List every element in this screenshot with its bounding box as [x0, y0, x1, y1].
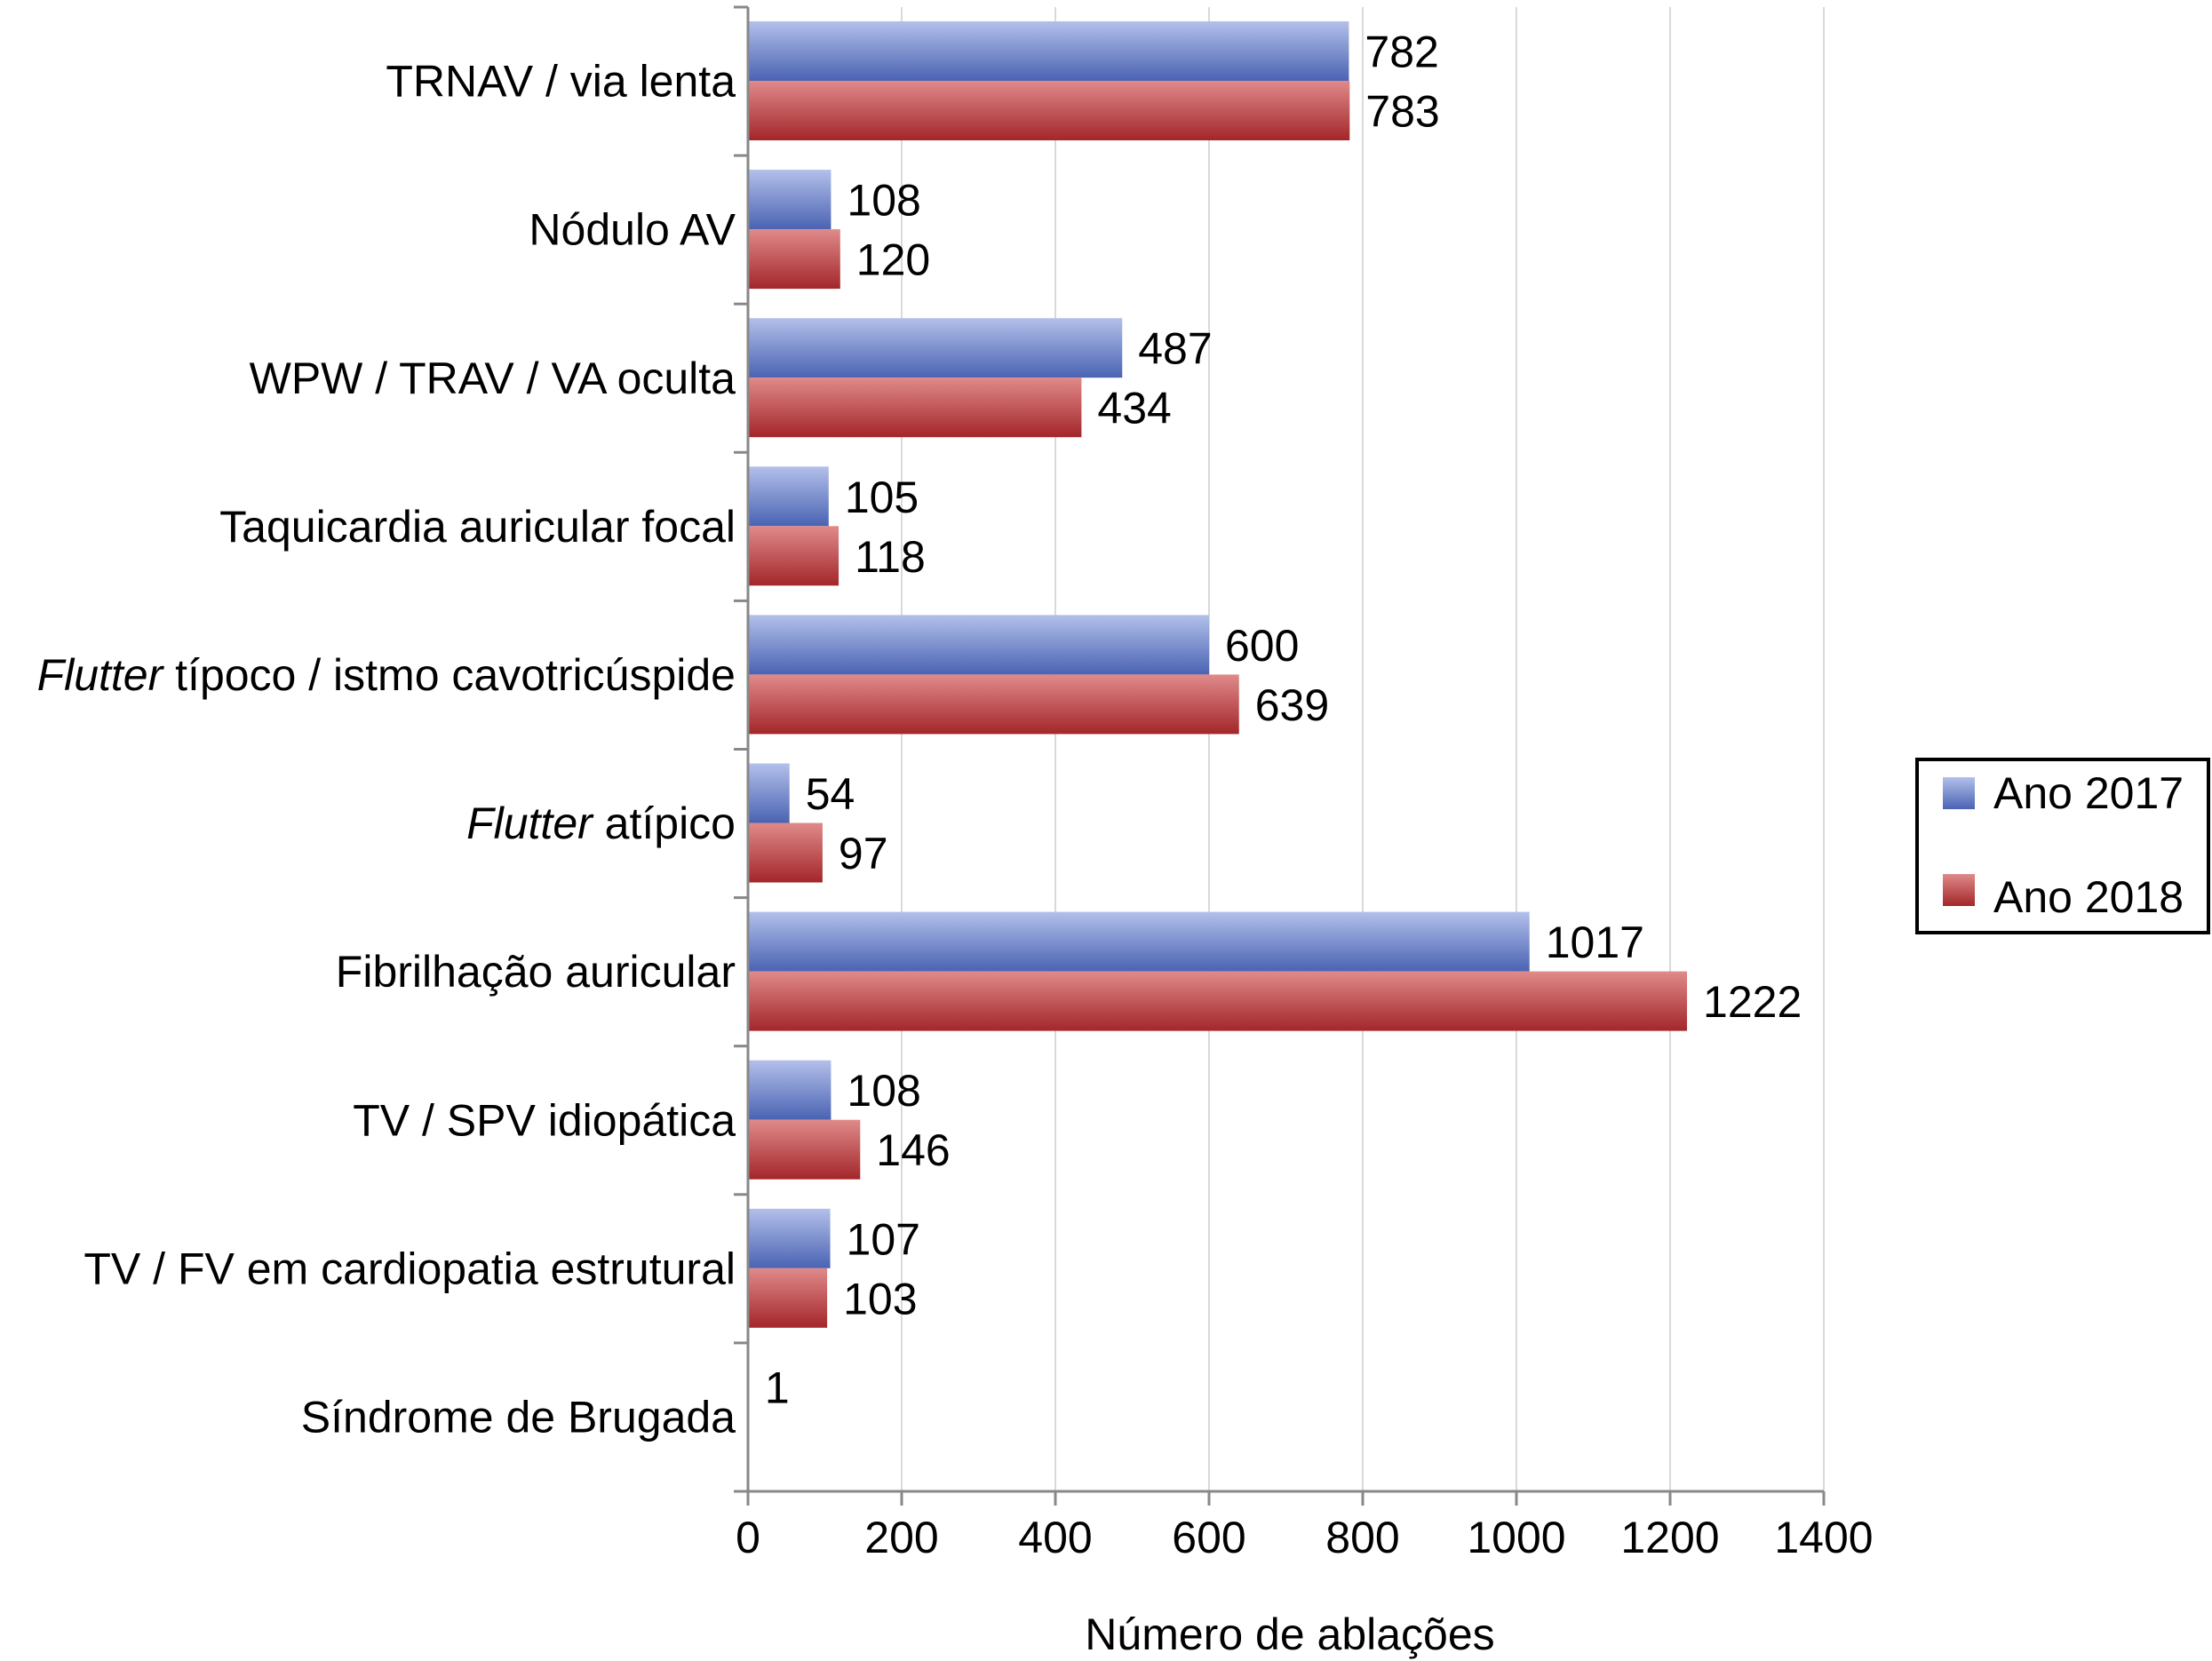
data-label: 54 — [806, 769, 855, 819]
category-label-text: típoco / istmo cavotricúspide — [163, 650, 736, 700]
bar-ano-2017 — [748, 615, 1209, 675]
category-label-text: TV / SPV idiopática — [353, 1095, 736, 1145]
x-tick-label: 200 — [864, 1513, 938, 1562]
category-label: Flutter típoco / istmo cavotricúspide — [37, 650, 736, 700]
category-label-text: Nódulo AV — [529, 205, 736, 255]
bar-ano-2017 — [748, 763, 790, 823]
legend-swatch-2017 — [1943, 777, 1975, 809]
legend-swatch-2018 — [1943, 874, 1975, 906]
data-label: 783 — [1365, 87, 1439, 137]
bar-ano-2017 — [748, 21, 1349, 81]
data-label: 434 — [1097, 384, 1171, 433]
category-label-text: TV / FV em cardiopatia estrutural — [84, 1244, 736, 1293]
data-label: 108 — [847, 1066, 920, 1116]
data-label: 108 — [847, 176, 920, 226]
data-label: 105 — [845, 473, 919, 522]
x-tick-label: 800 — [1325, 1513, 1399, 1562]
category-label-italic: Flutter — [466, 799, 594, 848]
axes: 0 200 400 600 800 1000 1200 1400 — [734, 5, 1874, 1562]
data-label: 120 — [856, 235, 930, 285]
category-label-text: Taquicardia auricular focal — [219, 502, 736, 552]
category-label-text: Síndrome de Brugada — [301, 1392, 736, 1442]
category-label-text: WPW / TRAV / VA oculta — [250, 354, 736, 403]
legend-label-2017: Ano 2017 — [1993, 768, 2184, 818]
bar-ano-2017 — [748, 466, 829, 527]
bar-ano-2018 — [748, 823, 823, 883]
category-label: Nódulo AV — [529, 205, 736, 255]
data-label: 107 — [847, 1214, 920, 1264]
x-tick-label: 1200 — [1620, 1513, 1719, 1562]
bar-ano-2017 — [748, 170, 831, 230]
x-tick-label: 1400 — [1774, 1513, 1873, 1562]
category-label: Fibrilhação auricular — [336, 947, 736, 997]
data-label: 97 — [839, 829, 888, 878]
bar-ano-2018 — [748, 378, 1082, 438]
x-axis-title: Número de ablações — [1085, 1609, 1494, 1659]
legend-label-2018: Ano 2018 — [1993, 872, 2184, 922]
bar-ano-2018 — [748, 229, 840, 290]
bar-ano-2018 — [748, 674, 1239, 735]
labels: TRNAV / via lenta 782 783 Nódulo AV 108 120 WP… — [37, 28, 1802, 1442]
category-label: Síndrome de Brugada — [301, 1392, 736, 1442]
bar-ano-2017 — [748, 318, 1123, 378]
bar-ano-2018 — [748, 526, 839, 586]
data-label: 118 — [855, 532, 926, 582]
bar-ano-2018 — [748, 1119, 861, 1180]
data-label: 1222 — [1703, 977, 1802, 1027]
x-tick-label: 600 — [1172, 1513, 1245, 1562]
bars — [748, 21, 1688, 1417]
category-label: Taquicardia auricular focal — [219, 502, 736, 552]
data-label: 103 — [843, 1274, 917, 1323]
bar-ano-2017 — [748, 1060, 831, 1120]
category-label-text: Fibrilhação auricular — [336, 947, 736, 997]
x-tick-label: 400 — [1018, 1513, 1092, 1562]
data-label: 146 — [876, 1125, 950, 1175]
category-label: TRNAV / via lenta — [386, 57, 736, 107]
category-label: TV / FV em cardiopatia estrutural — [84, 1244, 736, 1293]
category-label: TV / SPV idiopática — [353, 1095, 736, 1145]
category-label-text: atípico — [593, 799, 736, 848]
data-label: 1 — [765, 1363, 790, 1412]
bar-ano-2018 — [748, 81, 1350, 140]
category-label: Flutter atípico — [466, 799, 736, 848]
data-label: 487 — [1138, 324, 1212, 374]
data-label: 1017 — [1546, 918, 1644, 967]
data-label: 600 — [1225, 621, 1299, 671]
bar-ano-2017 — [748, 1208, 831, 1268]
gridlines — [901, 7, 1825, 1491]
bar-ano-2018 — [748, 971, 1688, 1031]
bar-ano-2018 — [748, 1268, 828, 1328]
data-label: 782 — [1365, 28, 1438, 77]
x-tick-label: 1000 — [1467, 1513, 1565, 1562]
category-label-italic: Flutter — [37, 650, 165, 700]
category-label: WPW / TRAV / VA oculta — [250, 354, 736, 403]
bar-ano-2017 — [748, 911, 1530, 972]
x-tick-label: 0 — [736, 1513, 760, 1562]
data-label: 639 — [1255, 680, 1329, 730]
legend: Ano 2017 Ano 2018 — [1915, 758, 2210, 934]
category-label-text: TRNAV / via lenta — [386, 57, 736, 107]
